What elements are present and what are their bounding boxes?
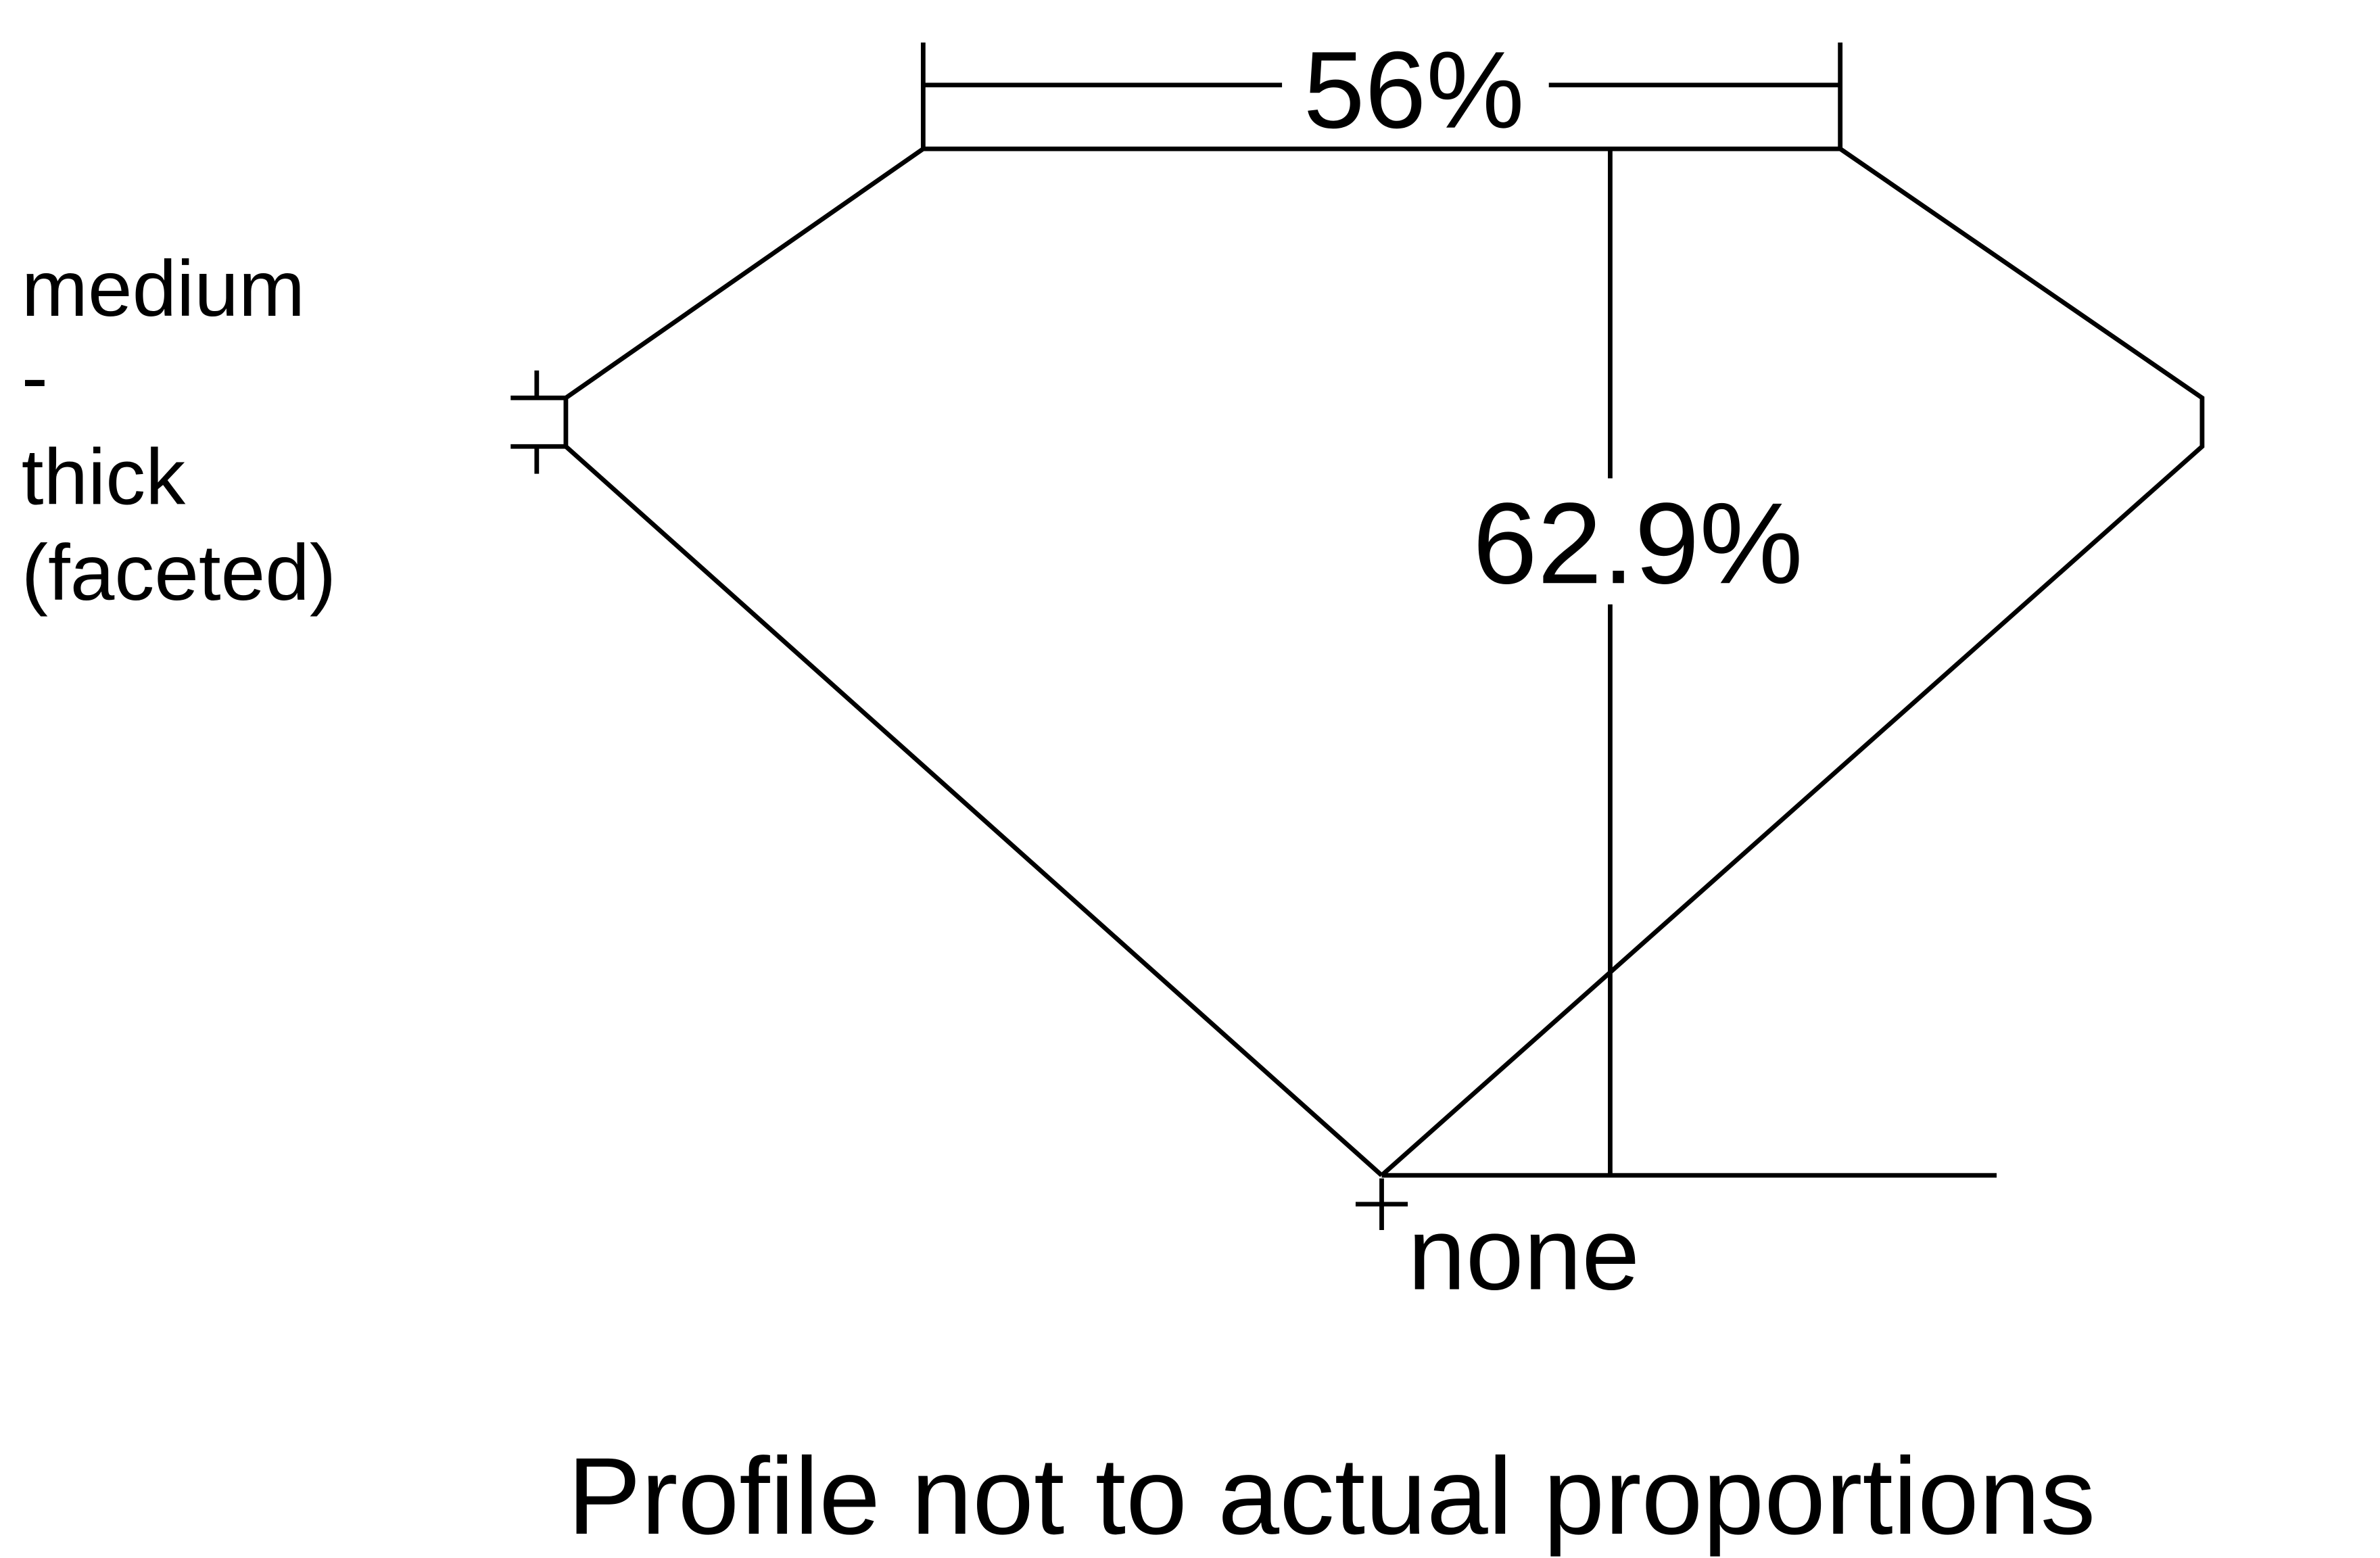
right-crown-girdle-pavilion (1380, 147, 2205, 1177)
gem-outline (563, 146, 2205, 1178)
girdle-label-line: thick (22, 433, 186, 521)
footer-note: Profile not to actual proportions (567, 1436, 2095, 1557)
girdle-label-line: (faceted) (22, 529, 336, 617)
girdle-label-line: medium (22, 245, 305, 333)
girdle-markers (510, 370, 566, 474)
table-percent-label: 56% (1304, 29, 1525, 151)
depth-percent-label: 62.9% (1473, 479, 1803, 608)
culet-label: none (1408, 1196, 1640, 1311)
girdle-label: medium - thick (faceted) (22, 245, 336, 617)
left-crown-girdle-pavilion (563, 147, 1383, 1177)
girdle-label-line: - (22, 333, 48, 421)
depth-dimension: 62.9% (1473, 149, 1803, 1176)
table-dimension: 56% (920, 29, 1843, 151)
culet-marker: none (1355, 1178, 1640, 1311)
